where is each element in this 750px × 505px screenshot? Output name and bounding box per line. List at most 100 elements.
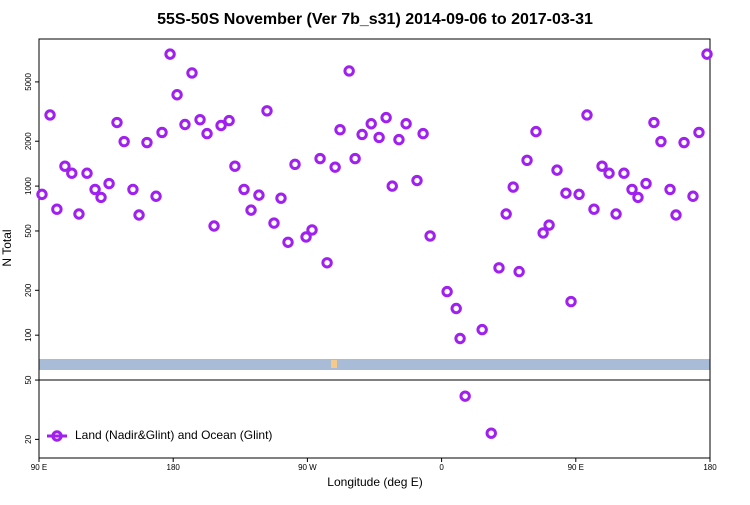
y-tick-label: 100 bbox=[24, 328, 33, 342]
point bbox=[261, 105, 273, 117]
point bbox=[459, 390, 471, 402]
point bbox=[596, 160, 608, 172]
point bbox=[208, 220, 220, 232]
point bbox=[59, 160, 71, 172]
point bbox=[349, 152, 361, 165]
y-axis-label: N Total bbox=[0, 229, 14, 266]
y-tick-label: 1000 bbox=[24, 177, 33, 195]
point bbox=[626, 183, 638, 196]
y-tick-label: 2000 bbox=[24, 132, 33, 150]
point bbox=[417, 127, 429, 140]
point bbox=[670, 209, 682, 221]
point bbox=[164, 48, 176, 60]
point bbox=[81, 167, 93, 179]
point bbox=[573, 188, 585, 201]
y-tick-label: 5000 bbox=[24, 72, 33, 90]
point bbox=[215, 119, 227, 132]
point bbox=[321, 257, 333, 269]
point bbox=[229, 160, 241, 172]
legend-marker bbox=[51, 430, 63, 442]
y-tick-label: 500 bbox=[24, 224, 33, 238]
legend-label: Land (Nadir&Glint) and Ocean (Glint) bbox=[75, 428, 272, 442]
point bbox=[282, 236, 294, 248]
x-tick-label: 90 E bbox=[568, 463, 584, 472]
point bbox=[543, 219, 555, 231]
point bbox=[603, 167, 615, 179]
point bbox=[111, 116, 123, 129]
land-strip bbox=[39, 359, 710, 370]
point bbox=[648, 116, 660, 129]
point bbox=[380, 111, 392, 124]
point bbox=[253, 189, 265, 201]
chart-title: 55S-50S November (Ver 7b_s31) 2014-09-06… bbox=[157, 11, 593, 28]
point bbox=[245, 204, 257, 216]
point bbox=[678, 136, 690, 149]
point bbox=[186, 67, 198, 79]
point bbox=[51, 203, 63, 215]
point bbox=[306, 224, 318, 236]
point bbox=[485, 427, 497, 439]
point bbox=[36, 188, 48, 201]
point bbox=[44, 109, 56, 121]
point bbox=[618, 167, 630, 179]
point bbox=[655, 135, 667, 148]
point bbox=[701, 48, 713, 60]
point bbox=[386, 180, 398, 192]
point bbox=[300, 231, 312, 243]
point bbox=[194, 113, 206, 126]
point bbox=[334, 123, 346, 136]
point bbox=[411, 174, 423, 187]
point bbox=[551, 164, 563, 176]
point bbox=[73, 208, 85, 220]
point bbox=[89, 183, 101, 196]
point bbox=[314, 152, 326, 165]
point bbox=[632, 191, 644, 204]
point bbox=[103, 177, 115, 190]
point bbox=[66, 167, 78, 179]
point bbox=[693, 126, 705, 139]
point bbox=[150, 190, 162, 202]
point bbox=[441, 285, 453, 298]
point bbox=[141, 136, 153, 149]
point bbox=[275, 192, 287, 204]
point bbox=[537, 227, 549, 239]
point bbox=[393, 133, 405, 146]
point bbox=[565, 295, 577, 308]
point bbox=[118, 135, 130, 148]
point bbox=[356, 128, 368, 141]
point bbox=[373, 131, 385, 144]
point bbox=[343, 65, 355, 77]
x-tick-label: 90 W bbox=[298, 463, 317, 472]
point bbox=[530, 125, 542, 138]
point bbox=[95, 191, 107, 204]
point bbox=[476, 323, 488, 336]
point bbox=[424, 230, 436, 242]
y-tick-label: 50 bbox=[24, 375, 33, 384]
point bbox=[156, 126, 168, 139]
plot-frame bbox=[38, 38, 711, 459]
point bbox=[127, 183, 139, 196]
point bbox=[201, 127, 213, 140]
y-tick-label: 20 bbox=[24, 434, 33, 443]
point bbox=[521, 154, 533, 166]
land-speck bbox=[331, 360, 337, 368]
point bbox=[450, 302, 462, 315]
point bbox=[365, 118, 377, 130]
point bbox=[329, 161, 341, 173]
point bbox=[454, 332, 466, 345]
point bbox=[640, 177, 652, 190]
point bbox=[171, 89, 183, 101]
point bbox=[588, 203, 600, 215]
point bbox=[507, 181, 519, 193]
point bbox=[133, 209, 145, 221]
point bbox=[581, 109, 593, 121]
x-tick-label: 90 E bbox=[31, 463, 47, 472]
point bbox=[513, 265, 525, 278]
point bbox=[400, 118, 412, 130]
point bbox=[664, 183, 676, 196]
x-tick-label: 180 bbox=[703, 463, 717, 472]
point bbox=[223, 114, 235, 127]
point bbox=[238, 183, 250, 196]
point bbox=[687, 190, 699, 202]
